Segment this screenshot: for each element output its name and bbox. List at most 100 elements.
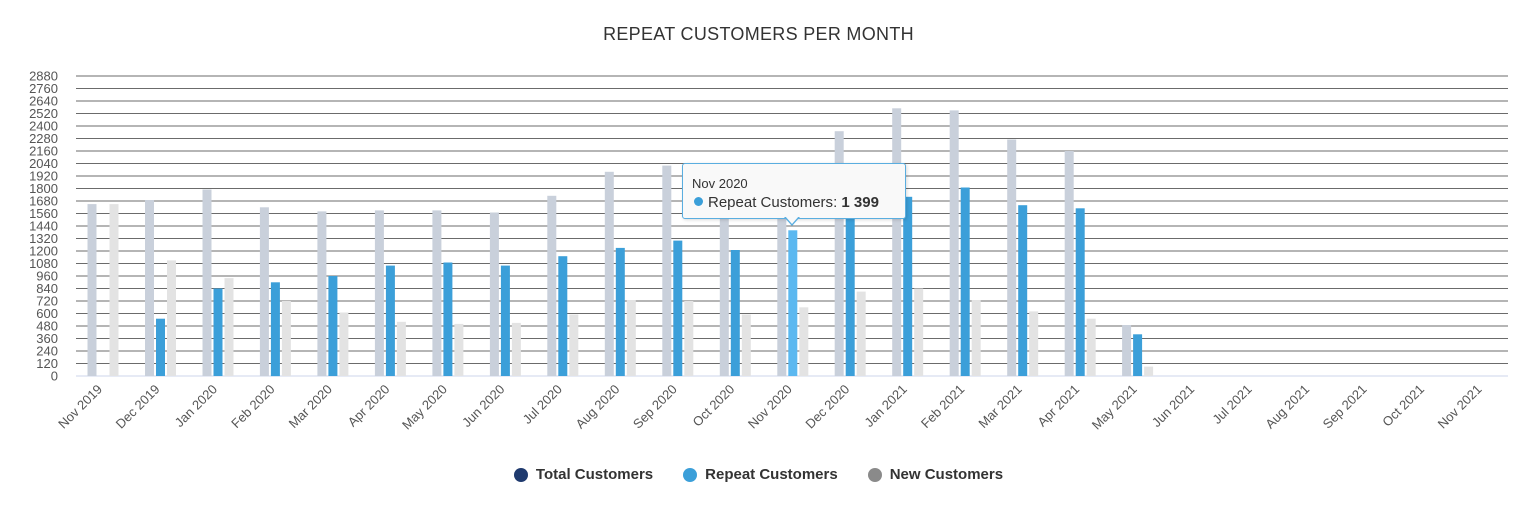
x-tick-label: Aug 2021 bbox=[1262, 382, 1312, 432]
y-tick-label: 1200 bbox=[29, 244, 58, 259]
bar-new-customers[interactable] bbox=[224, 278, 234, 376]
chart-title: REPEAT CUSTOMERS PER MONTH bbox=[603, 24, 914, 44]
x-tick-label: May 2020 bbox=[399, 382, 450, 433]
bar-new-customers[interactable] bbox=[914, 288, 924, 377]
bar-new-customers[interactable] bbox=[971, 300, 981, 376]
bar-new-customers[interactable] bbox=[684, 301, 694, 376]
x-tick-label: Nov 2021 bbox=[1435, 382, 1485, 432]
bar-total-customers[interactable] bbox=[892, 108, 902, 377]
tooltip-series-dot-icon bbox=[694, 197, 703, 206]
y-tick-label: 2160 bbox=[29, 144, 58, 159]
y-tick-label: 2640 bbox=[29, 94, 58, 109]
x-tick-label: Nov 2019 bbox=[55, 382, 105, 432]
tooltip-series-label: Repeat Customers bbox=[708, 194, 834, 211]
bar-repeat-customers[interactable] bbox=[156, 318, 165, 376]
bar-total-customers[interactable] bbox=[432, 210, 442, 376]
bar-total-customers[interactable] bbox=[145, 200, 154, 376]
bar-repeat-customers[interactable] bbox=[213, 288, 223, 377]
tooltip-header: Nov 2020 bbox=[692, 176, 748, 191]
bars bbox=[87, 108, 1154, 377]
x-tick-label: Feb 2020 bbox=[228, 382, 277, 431]
bar-new-customers[interactable] bbox=[109, 204, 119, 376]
legend-item-repeat-customers[interactable]: Repeat Customers bbox=[683, 466, 838, 483]
bar-new-customers[interactable] bbox=[626, 300, 636, 376]
bar-repeat-customers[interactable] bbox=[845, 214, 855, 377]
chart-tooltip: Nov 2020 Repeat Customers: 1 399 bbox=[682, 163, 906, 219]
bar-new-customers[interactable] bbox=[396, 321, 406, 376]
bar-new-customers[interactable] bbox=[799, 307, 809, 377]
y-tick-label: 0 bbox=[51, 369, 58, 384]
x-tick-label: Jan 2021 bbox=[861, 382, 909, 430]
bar-new-customers[interactable] bbox=[339, 312, 349, 377]
bar-new-customers[interactable] bbox=[454, 323, 464, 376]
chart-legend: Total Customers Repeat Customers New Cus… bbox=[0, 466, 1517, 483]
y-axis-ticks: 0120240360480600720840960108012001320144… bbox=[29, 69, 58, 384]
bar-repeat-customers[interactable] bbox=[558, 256, 568, 376]
bar-repeat-customers[interactable] bbox=[673, 240, 683, 376]
bar-total-customers[interactable] bbox=[719, 194, 729, 377]
x-tick-label: Nov 2020 bbox=[745, 382, 795, 432]
tooltip-value: 1 399 bbox=[841, 194, 879, 211]
x-tick-label: Dec 2019 bbox=[113, 382, 163, 432]
bar-repeat-customers[interactable] bbox=[443, 262, 453, 377]
x-tick-label: Feb 2021 bbox=[918, 382, 967, 431]
legend-item-total-customers[interactable]: Total Customers bbox=[513, 466, 653, 483]
bar-total-customers[interactable] bbox=[87, 204, 97, 376]
legend-label: Repeat Customers bbox=[705, 466, 838, 483]
bar-total-customers[interactable] bbox=[604, 171, 614, 376]
y-tick-label: 840 bbox=[36, 281, 58, 296]
bar-new-customers[interactable] bbox=[741, 314, 751, 377]
x-tick-label: Oct 2021 bbox=[1379, 382, 1427, 430]
bar-repeat-customers[interactable] bbox=[615, 247, 625, 376]
bar-total-customers[interactable] bbox=[547, 195, 557, 376]
bar-new-customers[interactable] bbox=[167, 260, 176, 376]
x-tick-label: Mar 2020 bbox=[286, 382, 335, 431]
bar-total-customers[interactable] bbox=[834, 131, 844, 376]
legend-item-new-customers[interactable]: New Customers bbox=[867, 466, 1003, 483]
bar-repeat-customers[interactable] bbox=[1133, 334, 1143, 376]
tooltip-arrow-fill bbox=[785, 216, 799, 224]
x-tick-label: Apr 2020 bbox=[345, 382, 393, 430]
bar-total-customers[interactable] bbox=[259, 207, 269, 377]
bar-repeat-customers[interactable] bbox=[960, 187, 970, 377]
bar-repeat-customers[interactable] bbox=[385, 265, 395, 376]
x-tick-label: Jun 2020 bbox=[459, 382, 507, 430]
bar-total-customers[interactable] bbox=[1122, 325, 1132, 376]
x-tick-label: May 2021 bbox=[1089, 382, 1140, 433]
bar-total-customers[interactable] bbox=[374, 210, 384, 376]
bar-new-customers[interactable] bbox=[856, 291, 866, 376]
bar-new-customers[interactable] bbox=[1029, 311, 1039, 376]
bar-total-customers[interactable] bbox=[317, 211, 327, 376]
bar-repeat-customers[interactable] bbox=[1018, 205, 1028, 376]
bar-repeat-customers[interactable] bbox=[500, 265, 510, 376]
bar-new-customers[interactable] bbox=[281, 301, 291, 376]
y-tick-label: 2760 bbox=[29, 81, 58, 96]
bar-repeat-customers[interactable] bbox=[270, 282, 280, 377]
bar-total-customers[interactable] bbox=[662, 165, 672, 376]
tooltip-row: Repeat Customers: 1 399 bbox=[694, 194, 879, 211]
x-tick-label: Apr 2021 bbox=[1034, 382, 1082, 430]
bar-total-customers[interactable] bbox=[1007, 139, 1017, 377]
x-tick-label: Mar 2021 bbox=[975, 382, 1024, 431]
x-tick-label: Jul 2020 bbox=[520, 382, 565, 427]
bar-repeat-customers[interactable] bbox=[1075, 208, 1085, 376]
y-tick-label: 1320 bbox=[29, 231, 58, 246]
x-tick-label: Sep 2021 bbox=[1320, 382, 1370, 432]
y-tick-label: 600 bbox=[36, 306, 58, 321]
bar-total-customers[interactable] bbox=[202, 189, 212, 377]
y-tick-label: 1920 bbox=[29, 169, 58, 184]
bar-repeat-customers[interactable] bbox=[328, 276, 338, 376]
bar-repeat-customers[interactable] bbox=[903, 196, 913, 376]
bar-total-customers[interactable] bbox=[777, 166, 787, 376]
bar-repeat-customers[interactable] bbox=[788, 230, 798, 376]
bar-total-customers[interactable] bbox=[949, 110, 959, 377]
bar-total-customers[interactable] bbox=[489, 212, 499, 377]
bar-new-customers[interactable] bbox=[1144, 366, 1154, 376]
legend-dot-icon bbox=[683, 467, 698, 482]
bar-repeat-customers[interactable] bbox=[730, 250, 740, 376]
bar-new-customers[interactable] bbox=[511, 322, 521, 376]
bar-total-customers[interactable] bbox=[1064, 151, 1074, 376]
bar-new-customers[interactable] bbox=[1086, 318, 1096, 376]
bar-new-customers[interactable] bbox=[569, 314, 579, 377]
